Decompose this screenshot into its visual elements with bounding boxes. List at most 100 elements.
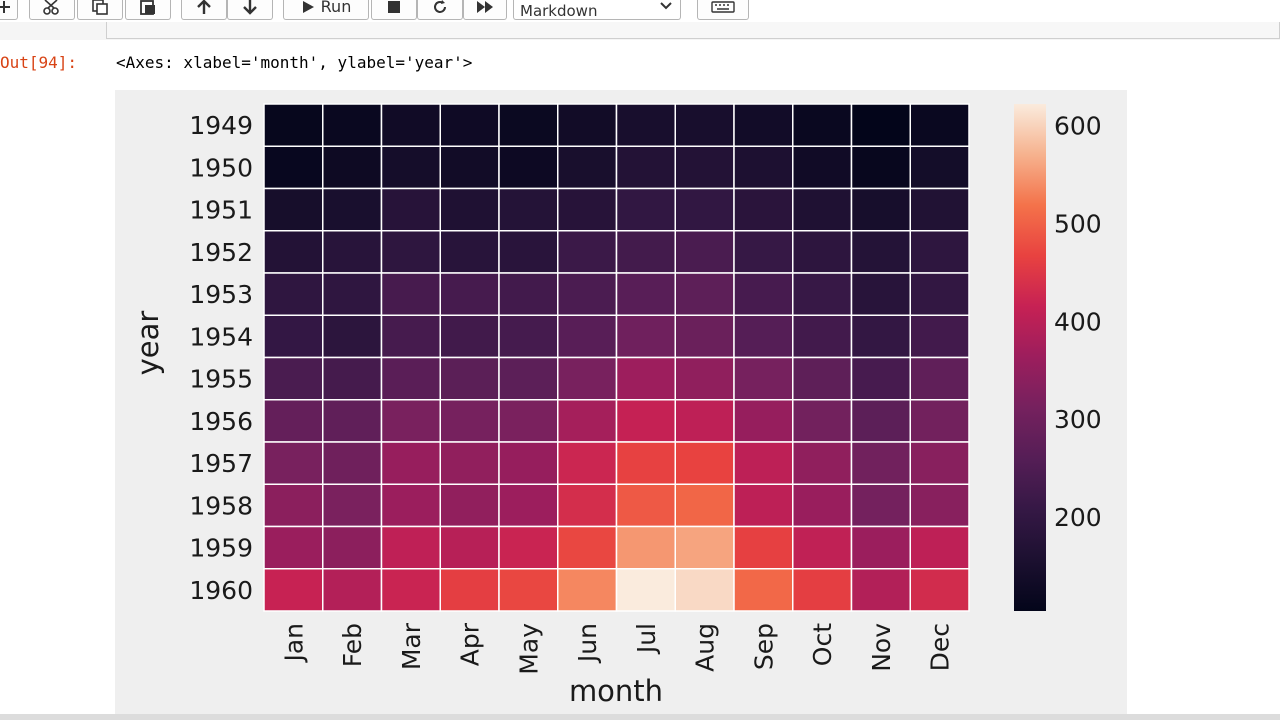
heatmap-cell bbox=[733, 399, 794, 443]
heatmap-cell bbox=[322, 483, 383, 528]
heatmap-cell bbox=[674, 187, 735, 232]
heatmap-cell bbox=[322, 187, 383, 232]
heatmap-cell bbox=[263, 187, 324, 232]
heatmap-cell bbox=[557, 230, 618, 274]
heatmap-figure: 1949 1950 1951 1952 1953 1954 1955 1956 1957 1958… bbox=[115, 90, 1127, 720]
heatmap-cell bbox=[557, 272, 618, 316]
heatmap-cell bbox=[615, 356, 676, 401]
stop-button[interactable] bbox=[371, 0, 417, 20]
heatmap-cell bbox=[263, 568, 324, 612]
heatmap-cell bbox=[380, 525, 441, 570]
heatmap-cell bbox=[498, 441, 559, 485]
heatmap-cell bbox=[909, 230, 970, 274]
heatmap-cell bbox=[439, 187, 500, 232]
heatmap-cell bbox=[792, 145, 853, 190]
heatmap-cell bbox=[615, 568, 676, 612]
run-button[interactable]: Run bbox=[283, 0, 369, 20]
restart-icon bbox=[434, 0, 446, 13]
move-up-button[interactable] bbox=[181, 0, 227, 20]
heatmap-cell bbox=[498, 272, 559, 316]
heatmap-cell bbox=[674, 441, 735, 485]
colorbar-tick-label: 500 bbox=[1054, 209, 1102, 238]
heatmap-cell bbox=[733, 441, 794, 485]
heatmap-cell bbox=[674, 145, 735, 190]
y-tick-label: 1958 bbox=[189, 491, 253, 520]
heatmap-cell bbox=[850, 568, 911, 612]
heatmap-cell bbox=[674, 525, 735, 570]
heatmap-cell bbox=[615, 483, 676, 528]
window-bottom-edge bbox=[0, 714, 1280, 720]
chevron-down-icon bbox=[660, 2, 672, 10]
heatmap-cell bbox=[792, 230, 853, 274]
heatmap-cell bbox=[733, 525, 794, 570]
stop-icon bbox=[388, 0, 400, 13]
heatmap-cell bbox=[557, 525, 618, 570]
insert-cell-button[interactable] bbox=[0, 0, 18, 20]
heatmap-cell bbox=[909, 314, 970, 359]
heatmap-cell bbox=[439, 103, 500, 147]
restart-run-all-button[interactable] bbox=[463, 0, 507, 20]
heatmap-cell bbox=[263, 314, 324, 359]
heatmap-cell bbox=[557, 356, 618, 401]
heatmap-cell bbox=[322, 230, 383, 274]
previous-cell-fragment bbox=[0, 22, 1280, 40]
x-tick-label: Jul bbox=[632, 623, 661, 655]
heatmap-cell bbox=[322, 525, 383, 570]
x-tick-label: Aug bbox=[691, 623, 720, 672]
heatmap-cell bbox=[322, 103, 383, 147]
heatmap-cell bbox=[498, 399, 559, 443]
restart-button[interactable] bbox=[417, 0, 463, 20]
heatmap-cell bbox=[733, 230, 794, 274]
colorbar-tick-label: 200 bbox=[1054, 503, 1102, 532]
x-tick-label: Jun bbox=[573, 623, 602, 664]
paste-button[interactable] bbox=[125, 0, 171, 20]
heatmap-cell bbox=[439, 525, 500, 570]
heatmap-cell bbox=[498, 230, 559, 274]
heatmap-cell bbox=[615, 441, 676, 485]
cut-button[interactable] bbox=[29, 0, 75, 20]
heatmap-cell bbox=[733, 314, 794, 359]
y-tick-label: 1959 bbox=[189, 534, 253, 563]
heatmap-cell bbox=[615, 187, 676, 232]
heatmap-cell bbox=[850, 187, 911, 232]
heatmap-cell bbox=[792, 103, 853, 147]
heatmap-cell bbox=[850, 525, 911, 570]
heatmap-cell bbox=[792, 483, 853, 528]
command-palette-button[interactable] bbox=[697, 0, 749, 20]
heatmap-cell bbox=[263, 441, 324, 485]
heatmap-cell bbox=[380, 399, 441, 443]
x-tick-labels: Jan Feb Mar Apr May Jun Jul Aug Sep Oct Nov Dec bbox=[279, 622, 954, 674]
copy-button[interactable] bbox=[77, 0, 123, 20]
heatmap-cell bbox=[439, 145, 500, 190]
heatmap-cell bbox=[557, 187, 618, 232]
y-tick-label: 1952 bbox=[189, 238, 253, 267]
paste-icon bbox=[140, 0, 155, 15]
heatmap-cell bbox=[733, 272, 794, 316]
move-down-button[interactable] bbox=[227, 0, 273, 20]
keyboard-icon bbox=[711, 0, 735, 13]
y-tick-label: 1954 bbox=[189, 322, 253, 351]
heatmap-cell bbox=[380, 356, 441, 401]
heatmap-cell bbox=[439, 230, 500, 274]
heatmap-cell bbox=[557, 103, 618, 147]
heatmap-cell bbox=[792, 314, 853, 359]
previous-cell-input[interactable] bbox=[106, 22, 1280, 39]
heatmap-cell bbox=[850, 356, 911, 401]
cell-type-value: Markdown bbox=[520, 2, 598, 20]
heatmap-cell bbox=[557, 145, 618, 190]
heatmap-cells bbox=[263, 103, 970, 612]
heatmap-cell bbox=[322, 314, 383, 359]
heatmap-cell bbox=[557, 441, 618, 485]
x-tick-label: Jan bbox=[279, 623, 308, 664]
heatmap-cell bbox=[439, 568, 500, 612]
cell-type-select[interactable]: Markdown bbox=[513, 0, 681, 20]
notebook-toolbar: Run Markdown bbox=[0, 0, 1280, 23]
heatmap-cell bbox=[263, 525, 324, 570]
heatmap-cell bbox=[439, 483, 500, 528]
y-tick-label: 1950 bbox=[189, 153, 253, 182]
heatmap-cell bbox=[557, 314, 618, 359]
plus-icon bbox=[0, 0, 10, 13]
heatmap-cell bbox=[263, 483, 324, 528]
heatmap-cell bbox=[909, 356, 970, 401]
x-tick-label: May bbox=[514, 623, 543, 675]
